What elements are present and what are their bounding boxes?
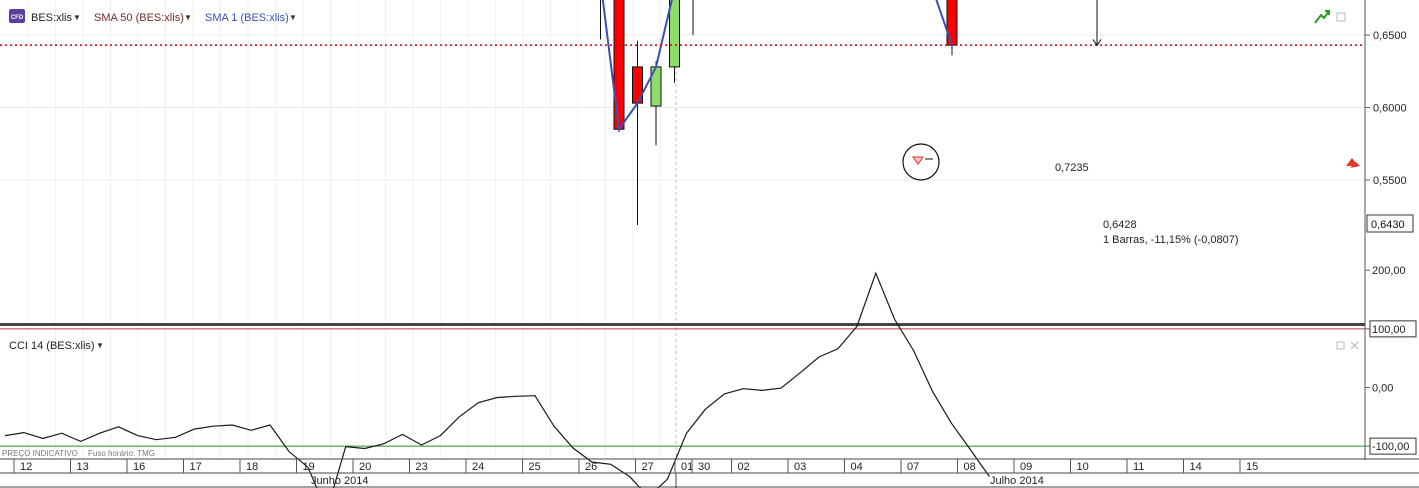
day-label: 12 xyxy=(20,461,32,473)
candle xyxy=(669,0,680,83)
day-label: 20 xyxy=(359,461,371,473)
cci-dropdown-icon[interactable]: ▼ xyxy=(96,341,104,350)
day-label: 18 xyxy=(246,461,258,473)
price-axis-background xyxy=(1365,0,1419,488)
cci-band-label-box xyxy=(1369,320,1417,338)
price-panel-background xyxy=(0,0,1365,323)
day-label: 27 xyxy=(642,461,654,473)
day-label: 02 xyxy=(738,461,750,473)
candle-body-up xyxy=(669,0,680,68)
sma1-dropdown-icon[interactable]: ▼ xyxy=(289,13,297,22)
day-label: 03 xyxy=(794,461,806,473)
day-label: 01 xyxy=(681,461,693,473)
date-axis: 12 13 16 17 18 19 20 23 24 25 26 27 30 01 02 03 04 07 08 09… xyxy=(0,458,1419,488)
day-label: 30 xyxy=(698,461,710,473)
candle xyxy=(692,0,694,35)
alert-marker-icon[interactable] xyxy=(1346,158,1360,168)
symbol-dropdown-icon[interactable]: ▼ xyxy=(73,13,81,22)
day-label: 16 xyxy=(133,461,145,473)
overlay xyxy=(0,0,1365,181)
day-label: 07 xyxy=(907,461,919,473)
source-label: PREÇO INDICATIVO xyxy=(2,449,78,458)
day-label: 19 xyxy=(303,461,315,473)
sell-marker-icon[interactable] xyxy=(912,156,924,165)
day-label: 26 xyxy=(585,461,597,473)
cci-tick-label: 200,00 xyxy=(1372,265,1406,277)
price-tick-label: 0,6500 xyxy=(1373,30,1407,42)
price-axis: 0,95000,90000,85000,80000,75000,70000,65… xyxy=(1364,0,1407,460)
day-label: 15 xyxy=(1246,461,1258,473)
day-label: 23 xyxy=(416,461,428,473)
day-label: 08 xyxy=(964,461,976,473)
candle-body-down xyxy=(613,0,625,130)
panel-separator[interactable] xyxy=(0,323,1365,326)
cci-maximize-icon[interactable] xyxy=(1336,341,1345,350)
trend-arrow-icon[interactable] xyxy=(1314,10,1330,24)
cci-legend-label[interactable]: CCI 14 (BES:xlis) xyxy=(9,340,95,352)
sma50-dropdown-icon[interactable]: ▼ xyxy=(184,13,192,22)
day-label: 09 xyxy=(1020,461,1032,473)
month-label: Junho 2014 xyxy=(311,475,369,487)
day-label: 17 xyxy=(190,461,202,473)
price-tick-label: 0,5500 xyxy=(1373,175,1407,187)
day-label: 24 xyxy=(472,461,484,473)
cci-tick-label: 0,00 xyxy=(1372,383,1393,395)
day-label: 14 xyxy=(1190,461,1202,473)
last-price-box xyxy=(1366,214,1414,233)
month-label: Julho 2014 xyxy=(990,475,1044,487)
annotation-low-value: 0,6428 xyxy=(1103,219,1137,231)
measure-arrow-icon xyxy=(1092,39,1102,47)
price-tick-label: 0,6000 xyxy=(1373,103,1407,115)
candles xyxy=(600,0,958,225)
day-label: 13 xyxy=(77,461,89,473)
day-label: 11 xyxy=(1133,461,1144,473)
candle xyxy=(613,0,625,133)
cfd-badge-icon xyxy=(9,9,25,23)
cci-layer xyxy=(0,271,1365,488)
day-label: 25 xyxy=(529,461,541,473)
day-label: 04 xyxy=(851,461,863,473)
last-price-label: 0,6430 xyxy=(1371,219,1405,231)
cci-close-icon[interactable] xyxy=(1350,341,1359,350)
cci-line xyxy=(4,271,990,488)
cfd-badge-label: CFD xyxy=(11,15,24,21)
candle-body-down xyxy=(946,0,958,46)
cci-band-label-box xyxy=(1369,437,1417,455)
sma1-legend-label[interactable]: SMA 1 (BES:xlis) xyxy=(205,12,289,24)
annotation-measure-text: 1 Barras, -11,15% (-0,0807) xyxy=(1103,234,1239,246)
sma50-legend-label[interactable]: SMA 50 (BES:xlis) xyxy=(94,12,184,24)
day-label: 10 xyxy=(1077,461,1089,473)
annotation-high-value: 0,7235 xyxy=(1055,162,1089,174)
timezone-label: Fuso horário: TMG xyxy=(88,449,155,458)
grid xyxy=(0,0,1365,458)
cci-tick-label: -100,00 xyxy=(1372,441,1409,453)
maximize-panel-icon[interactable] xyxy=(1336,12,1346,22)
selection-circle[interactable] xyxy=(902,143,940,181)
cci-tick-label: 100,00 xyxy=(1372,324,1406,336)
candle xyxy=(600,0,601,40)
symbol-label[interactable]: BES:xlis xyxy=(31,12,72,24)
